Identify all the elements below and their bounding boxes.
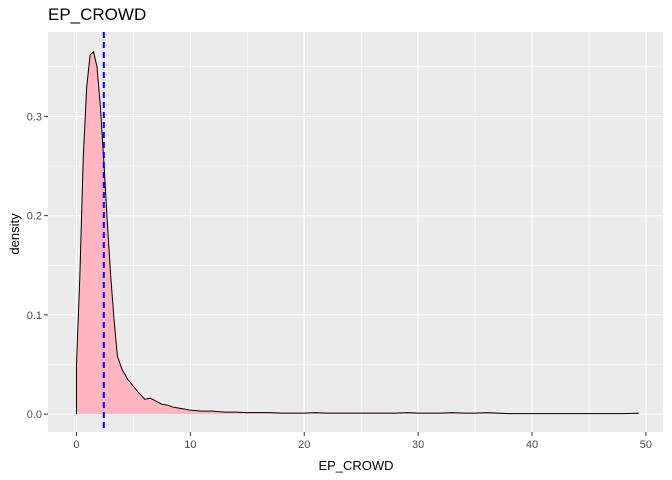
y-tick-label: 0.1 [27,310,42,322]
x-tick-label: 20 [298,439,310,451]
x-tick-label: 40 [526,439,538,451]
x-tick-label: 50 [640,439,652,451]
x-tick-label: 10 [184,439,196,451]
density-line [75,50,639,415]
plot-panel [48,32,663,432]
y-tick-label: 0.0 [27,409,42,421]
x-axis-title: EP_CROWD [318,458,393,473]
x-tick-label: 0 [73,439,79,451]
y-tick-label: 0.2 [27,211,42,223]
chart-title: EP_CROWD [48,5,146,24]
y-axis-title: density [7,213,22,255]
y-tick-label: 0.3 [27,111,42,123]
x-tick-label: 30 [412,439,424,451]
